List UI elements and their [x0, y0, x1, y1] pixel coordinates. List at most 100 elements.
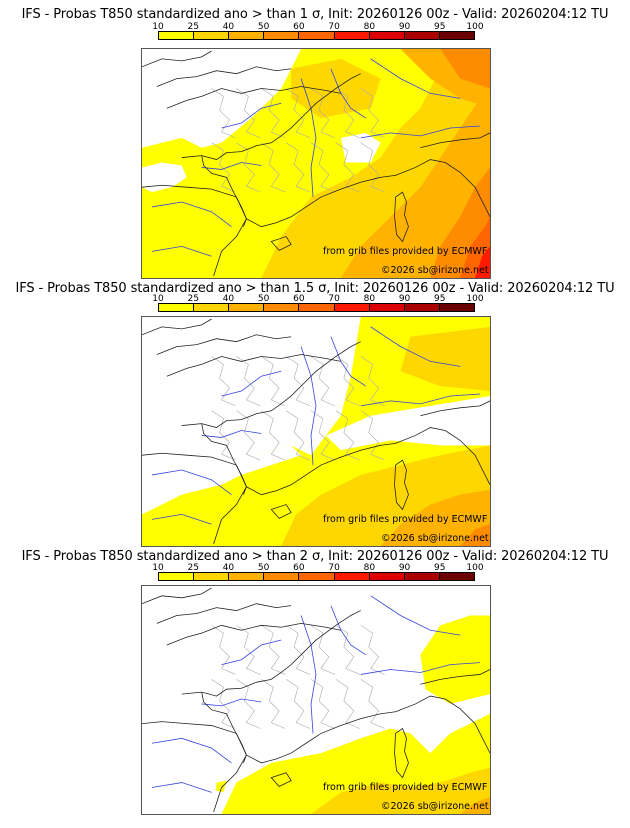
probability-area	[460, 797, 490, 814]
colorbar-tick-80: 80	[363, 22, 376, 32]
coastline	[213, 754, 247, 813]
colorbar-segment-25-40	[194, 32, 230, 39]
colorbar-segment-50-60	[264, 573, 300, 580]
probability-area	[380, 489, 490, 546]
credit-source: from grib files provided by ECMWF	[323, 246, 488, 257]
coastline	[156, 334, 292, 355]
admin-border	[211, 142, 236, 193]
colorbar-tick-70: 70	[328, 22, 340, 32]
colorbar-segment-40-50	[229, 304, 265, 311]
river-line	[330, 336, 366, 387]
admin-border	[310, 625, 336, 675]
admin-border	[286, 142, 311, 193]
colorbar-segment-70-80	[334, 32, 370, 39]
probability-area	[142, 162, 187, 193]
river-line	[151, 514, 212, 525]
panel-title: IFS - Probas T850 standardized ano > tha…	[21, 7, 609, 22]
admin-border	[335, 625, 360, 675]
admin-border	[310, 679, 336, 729]
probability-map: from grib files provided by ECMWF ©2026 …	[141, 316, 491, 547]
admin-border	[360, 356, 385, 407]
colorbar-tick-95: 95	[434, 22, 446, 32]
admin-border	[211, 356, 236, 407]
river-line	[221, 370, 282, 397]
admin-border	[261, 356, 286, 407]
admin-border	[310, 142, 336, 193]
admin-border	[335, 142, 360, 193]
colorbar	[158, 31, 475, 40]
probability-area	[311, 767, 490, 814]
coastline	[270, 504, 292, 519]
river-line	[360, 125, 481, 139]
coastline	[181, 610, 361, 697]
colorbar-segment-25-40	[194, 573, 230, 580]
river-line	[330, 68, 366, 119]
admin-border	[286, 625, 311, 675]
coastline	[166, 86, 341, 109]
river-line	[201, 162, 262, 170]
river-line	[221, 102, 282, 129]
colorbar-tick-labels: 10 25 40 50 60 70 80 90 95 100	[0, 22, 630, 32]
coastline	[270, 772, 292, 787]
colorbar-tick-25: 25	[187, 563, 199, 573]
river-line	[360, 393, 481, 407]
map-canvas	[142, 317, 490, 546]
river-line	[151, 201, 232, 227]
colorbar-segment-70-80	[334, 304, 370, 311]
river-line	[221, 639, 282, 666]
river-line	[151, 737, 232, 764]
probability-area	[340, 132, 381, 163]
coastline	[394, 459, 409, 511]
probability-area	[440, 49, 490, 89]
river-line	[370, 595, 461, 636]
coastline	[395, 427, 490, 485]
colorbar-tick-50: 50	[257, 22, 270, 32]
colorbar-tick-90: 90	[398, 294, 411, 304]
panel-1-sigma-1: IFS - Probas T850 standardized ano > tha…	[0, 0, 630, 280]
colorbar-tick-95: 95	[434, 294, 446, 304]
river-line	[300, 346, 317, 466]
colorbar-tick-40: 40	[222, 22, 235, 32]
probability-area	[475, 246, 490, 278]
admin-border	[360, 410, 385, 461]
colorbar-tick-95: 95	[434, 563, 446, 573]
admin-border	[211, 88, 236, 139]
admin-border	[335, 410, 360, 461]
colorbar-segment-95-100	[439, 304, 474, 311]
colorbar-tick-60: 60	[293, 563, 305, 573]
admin-border	[360, 142, 385, 193]
coastline	[394, 727, 409, 779]
admin-border	[360, 625, 385, 675]
credit-source: from grib files provided by ECMWF	[323, 514, 488, 525]
river-line	[201, 430, 262, 438]
probability-area	[142, 445, 302, 505]
colorbar-segment-80-90	[369, 573, 405, 580]
colorbar-segment-90-95	[404, 573, 440, 580]
river-line	[370, 326, 461, 367]
admin-border	[286, 679, 311, 729]
credit-copyright: ©2026 sb@irizone.net	[381, 533, 489, 544]
river-line	[201, 698, 262, 707]
coastline	[156, 603, 292, 624]
coastline	[395, 159, 490, 217]
colorbar-segment-60-70	[299, 573, 335, 580]
colorbar-tick-labels: 10 25 40 50 60 70 80 90 95 100	[0, 294, 630, 304]
colorbar-tick-40: 40	[222, 563, 235, 573]
coastline	[420, 669, 490, 685]
colorbar-tick-100: 100	[466, 22, 484, 32]
coastline	[394, 191, 409, 243]
admin-border	[286, 356, 311, 407]
coastline	[142, 50, 212, 68]
admin-border	[261, 679, 286, 729]
panel-2-sigma-1-5: IFS - Probas T850 standardized ano > tha…	[0, 281, 630, 547]
admin-border	[261, 142, 286, 193]
coastline	[420, 400, 490, 417]
colorbar-tick-10: 10	[152, 294, 164, 304]
credit-copyright: ©2026 sb@irizone.net	[381, 265, 489, 276]
coastline	[156, 66, 292, 87]
colorbar-tick-70: 70	[328, 563, 340, 573]
coastline	[181, 341, 361, 428]
colorbar-tick-90: 90	[398, 22, 411, 32]
coastline	[142, 452, 247, 487]
